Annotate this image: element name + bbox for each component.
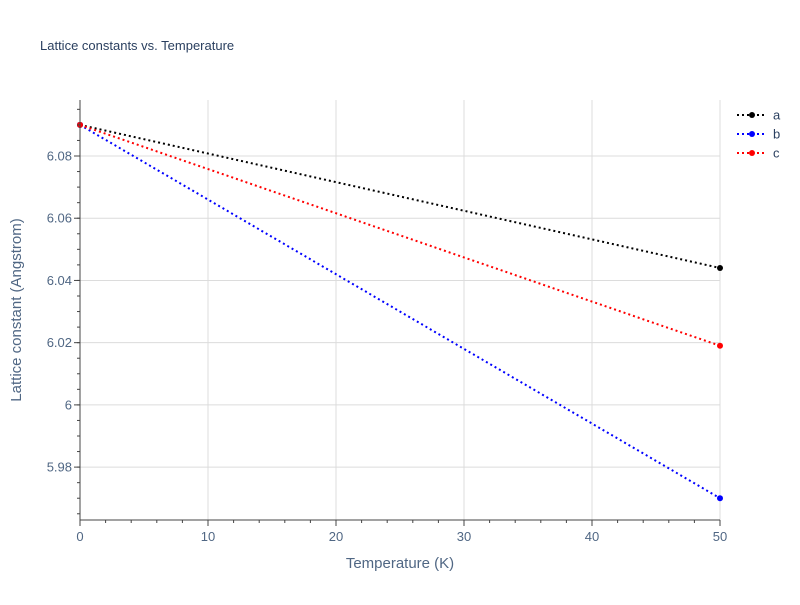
legend-marker-a xyxy=(749,112,755,118)
legend-marker-b xyxy=(749,131,755,137)
grid xyxy=(80,100,721,520)
legend-marker-c xyxy=(749,150,755,156)
x-axis-title: Temperature (K) xyxy=(346,555,454,572)
data-point-a xyxy=(717,265,723,271)
x-tick-label: 40 xyxy=(585,529,599,544)
y-tick-label: 6.04 xyxy=(47,273,72,288)
legend-label-a: a xyxy=(773,108,781,123)
legend-label-c: c xyxy=(773,146,780,161)
y-tick-label: 6.06 xyxy=(47,211,72,226)
x-tick-label: 0 xyxy=(76,529,83,544)
series-group xyxy=(77,121,723,502)
legend: abc xyxy=(737,108,781,161)
x-tick-label: 20 xyxy=(329,529,343,544)
series-line-a xyxy=(79,123,721,269)
y-tick-label: 6.08 xyxy=(47,149,72,164)
y-tick-label: 6 xyxy=(65,397,72,412)
x-tick-label: 50 xyxy=(713,529,727,544)
series-line-b xyxy=(79,124,721,500)
legend-label-b: b xyxy=(773,127,780,142)
y-tick-label: 6.02 xyxy=(47,335,72,350)
y-axis-title: Lattice constant (Angstrom) xyxy=(8,218,25,401)
x-tick-label: 30 xyxy=(457,529,471,544)
chart-title: Lattice constants vs. Temperature xyxy=(40,38,234,53)
x-tick-label: 10 xyxy=(201,529,215,544)
data-point-b xyxy=(717,495,723,502)
axes: 0 10 20 30 40 50 5.98 6 6.02 6.04 6.06 6.08 xyxy=(47,100,727,544)
data-point-c xyxy=(717,342,723,349)
y-tick-label: 5.98 xyxy=(47,460,72,475)
